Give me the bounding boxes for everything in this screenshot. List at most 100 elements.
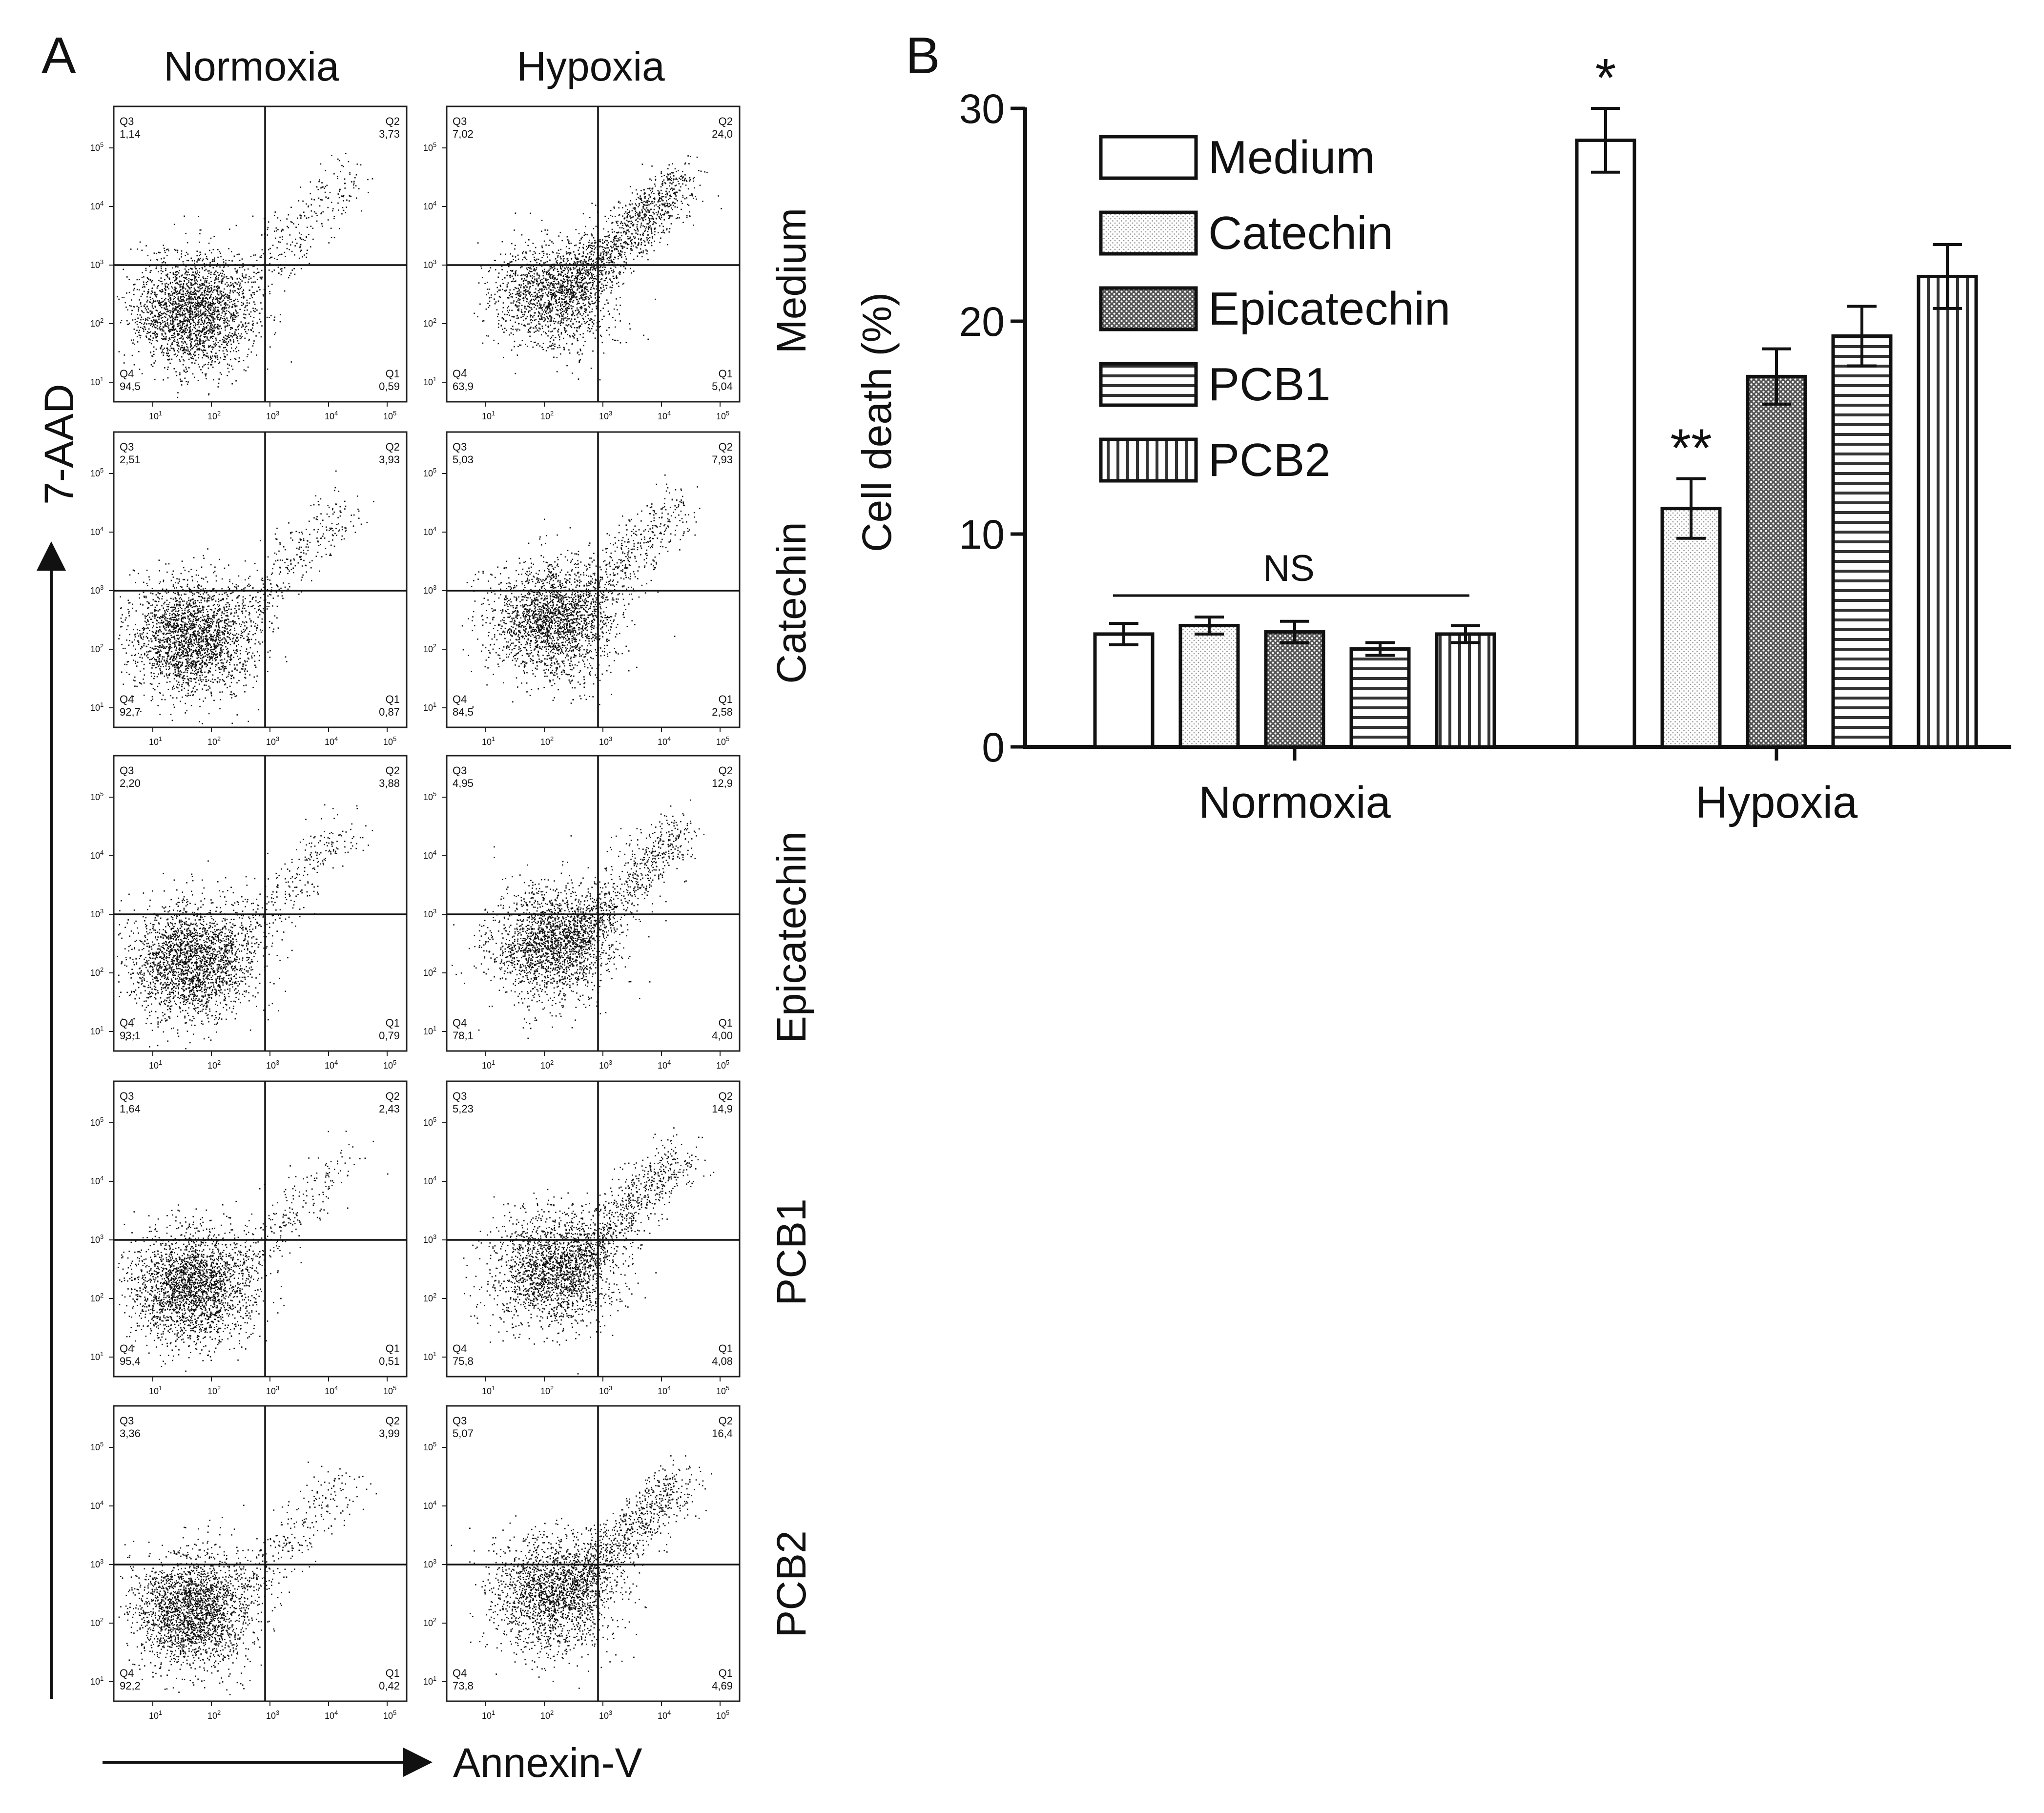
flow-event	[256, 260, 258, 261]
flow-event	[349, 200, 350, 202]
flow-event	[215, 660, 216, 661]
flow-event	[182, 560, 183, 562]
flow-event	[148, 602, 150, 603]
flow-event	[259, 289, 261, 290]
flow-event	[192, 673, 194, 674]
flow-event	[268, 596, 269, 597]
flow-event	[163, 379, 164, 381]
flow-event	[342, 526, 343, 528]
flow-event	[177, 350, 179, 351]
flow-event	[209, 327, 211, 328]
flow-event	[240, 283, 241, 284]
flow-event	[253, 254, 255, 256]
flow-event	[182, 345, 183, 347]
flow-event	[204, 684, 205, 686]
flow-event	[191, 341, 192, 343]
flow-event	[196, 283, 197, 284]
flow-event	[186, 606, 187, 608]
flow-event	[149, 318, 150, 319]
flow-event	[134, 344, 135, 345]
flow-event	[148, 278, 149, 280]
flow-event	[206, 337, 208, 339]
flow-event	[193, 594, 195, 595]
flow-event	[200, 258, 201, 259]
flow-event	[248, 268, 249, 270]
flow-event	[251, 282, 252, 283]
flow-event	[207, 600, 208, 601]
flow-event	[214, 571, 216, 572]
flow-event	[225, 646, 227, 648]
flow-event	[139, 289, 140, 291]
flow-event	[149, 310, 151, 312]
flow-event	[186, 381, 187, 382]
flow-event	[319, 206, 321, 207]
flow-event	[340, 171, 341, 172]
flow-event	[194, 686, 196, 687]
flow-event	[137, 318, 139, 319]
flow-event	[244, 369, 245, 371]
flow-event	[225, 327, 226, 329]
flow-event	[196, 261, 198, 263]
flow-event	[232, 583, 233, 585]
flow-event	[233, 313, 234, 315]
flow-event	[190, 569, 192, 570]
flow-event	[242, 336, 243, 337]
flow-event	[121, 621, 123, 622]
flow-event	[163, 621, 165, 623]
flow-event	[118, 299, 120, 300]
flow-event	[280, 588, 282, 589]
flow-event	[311, 580, 312, 581]
flow-event	[218, 601, 220, 602]
flow-event	[177, 344, 178, 346]
flow-event	[181, 296, 183, 298]
flow-event	[233, 650, 235, 652]
flow-event	[245, 560, 246, 562]
flow-event	[136, 665, 138, 667]
flow-event	[205, 334, 206, 335]
flow-event	[235, 348, 236, 350]
flow-event	[164, 257, 165, 259]
flow-event	[190, 292, 191, 293]
flow-event	[232, 318, 234, 320]
flow-event	[278, 267, 279, 268]
flow-event	[186, 586, 188, 587]
flow-event	[180, 381, 182, 382]
flow-event	[202, 608, 204, 610]
flow-event	[202, 665, 203, 666]
flow-event	[268, 556, 269, 558]
flow-event	[206, 639, 207, 641]
flow-event	[200, 294, 202, 296]
flow-event	[233, 643, 235, 644]
flow-event	[159, 583, 160, 584]
flow-event	[178, 303, 180, 304]
flow-event	[198, 314, 199, 315]
flow-event	[191, 309, 192, 310]
flow-event	[128, 644, 130, 646]
flow-event	[236, 612, 237, 614]
flow-event	[152, 317, 154, 318]
flow-event	[217, 293, 218, 295]
flow-event	[196, 268, 197, 269]
flow-event	[160, 666, 162, 667]
flow-event	[278, 627, 279, 629]
flow-event	[150, 325, 151, 326]
flow-event	[152, 663, 154, 664]
flow-event	[327, 185, 328, 186]
flow-event	[204, 321, 206, 323]
flow-event	[238, 333, 239, 334]
flow-event	[190, 331, 192, 333]
flow-event	[157, 657, 159, 658]
flow-event	[182, 321, 184, 323]
flow-event	[215, 664, 217, 666]
flow-event	[198, 588, 200, 589]
flow-event	[156, 594, 157, 596]
flow-event	[270, 315, 272, 316]
flow-event	[158, 314, 160, 315]
flow-event	[303, 560, 305, 561]
flow-event	[219, 251, 220, 252]
flow-event	[213, 321, 215, 323]
flow-event	[205, 677, 206, 678]
flow-event	[173, 623, 175, 625]
flow-event	[168, 293, 169, 294]
flow-event	[226, 326, 227, 327]
